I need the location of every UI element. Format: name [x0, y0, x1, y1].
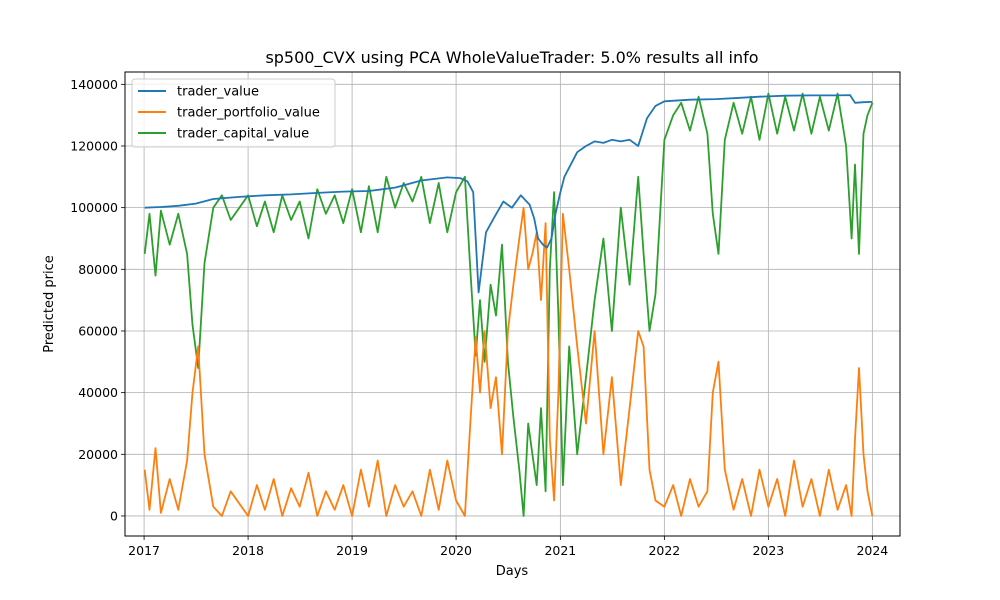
y-tick-label: 140000: [70, 77, 118, 92]
x-axis-label: Days: [496, 564, 529, 579]
x-axis-ticks: 2017 2018 2019 2020 2021 2022 2023 2024: [128, 536, 888, 558]
series-line-trader-portfolio-value: [143, 206, 874, 517]
legend-label-trader-portfolio-value: trader_portfolio_value: [177, 106, 320, 121]
plot-frame: [124, 71, 901, 537]
x-tick-label: 2020: [440, 543, 472, 558]
y-tick-label: 80000: [78, 262, 118, 277]
y-tick-label: 40000: [78, 385, 118, 400]
y-tick-label: 100000: [70, 200, 118, 215]
chart-title: sp500_CVX using PCA WholeValueTrader: 5.…: [265, 48, 758, 68]
legend-label-trader-value: trader_value: [177, 85, 259, 100]
x-tick-label: 2017: [128, 543, 160, 558]
x-tick-label: 2018: [232, 543, 264, 558]
y-tick-label: 60000: [78, 323, 118, 338]
series-line-trader-value: [144, 94, 873, 294]
y-axis-label: Predicted price: [42, 255, 57, 353]
x-tick-label: 2023: [752, 543, 784, 558]
y-axis-ticks: 0 20000 40000 60000 80000 100000 120000 140000: [70, 77, 125, 523]
x-tick-label: 2022: [648, 543, 680, 558]
x-tick-label: 2021: [544, 543, 576, 558]
legend-box: [131, 78, 336, 148]
legend-label-trader-capital-value: trader_capital_value: [177, 127, 309, 142]
x-tick-label: 2019: [336, 543, 368, 558]
y-tick-label: 20000: [78, 447, 118, 462]
y-tick-label: 0: [110, 508, 118, 523]
plot-series: [143, 92, 874, 517]
legend: trader_value trader_portfolio_valuetrader…: [131, 78, 336, 148]
x-tick-label: 2024: [856, 543, 888, 558]
y-tick-label: 120000: [70, 138, 118, 153]
series-line-trader-capital-value: [143, 92, 874, 517]
